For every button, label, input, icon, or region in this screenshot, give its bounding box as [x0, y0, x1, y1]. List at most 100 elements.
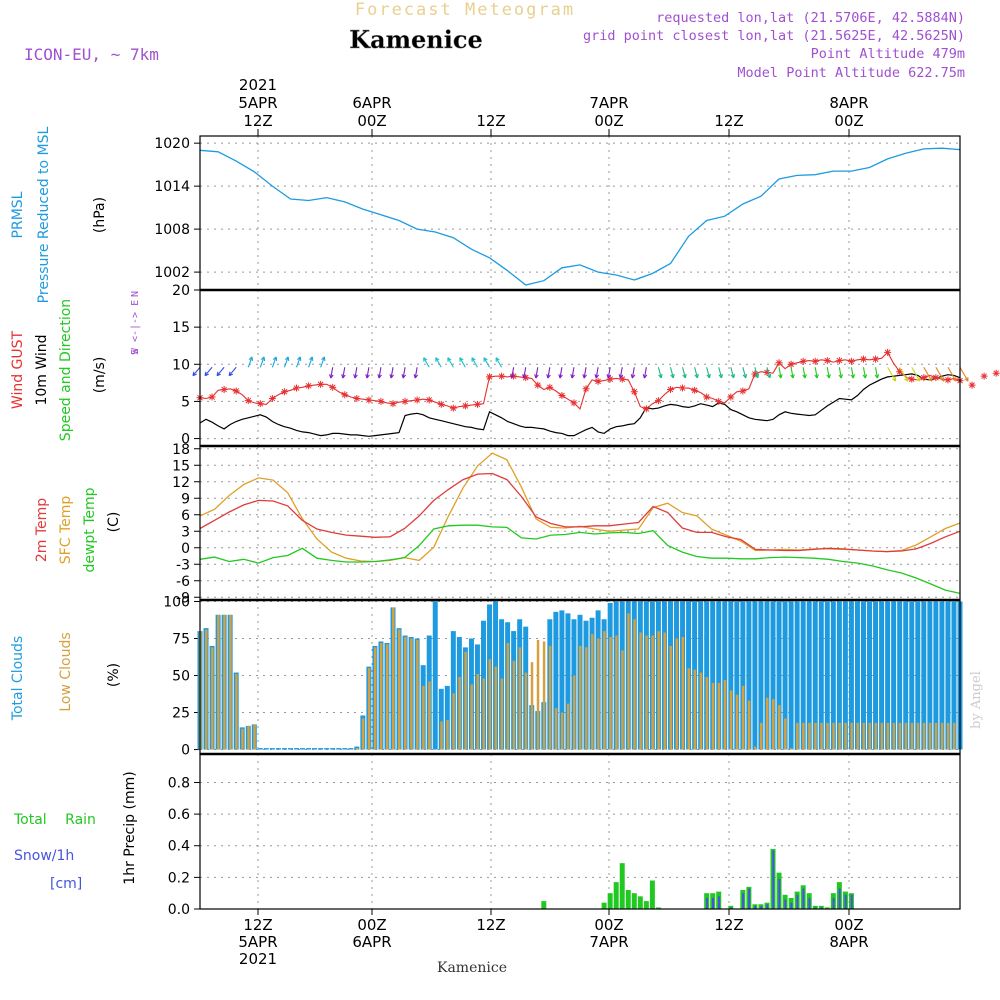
total-cloud-bar — [933, 601, 939, 750]
wind-arrow — [459, 357, 466, 368]
low-cloud-bar — [940, 722, 944, 750]
wind-arrow-head — [510, 374, 515, 379]
gust-marker — [582, 385, 590, 393]
low-cloud-bar — [524, 672, 528, 750]
low-cloud-bar — [844, 722, 847, 750]
snow-bar — [796, 894, 799, 909]
top-time-label: 00Z — [594, 112, 623, 130]
wind-arrow — [559, 367, 563, 379]
rain-bar — [619, 863, 625, 909]
low-cloud-bar — [862, 722, 865, 750]
gust-marker — [486, 373, 494, 381]
wind-arrow-head — [447, 357, 452, 362]
gust-marker — [968, 381, 976, 389]
gust-marker — [449, 404, 457, 412]
wind-arrow-head — [228, 371, 234, 377]
top-time-label: 5APR — [238, 94, 277, 112]
top-time-label: 12Z — [714, 112, 743, 130]
gust-marker — [896, 368, 904, 376]
wind-arrow-head — [874, 374, 880, 379]
total-cloud-bar — [728, 601, 734, 750]
rain-bar — [625, 890, 631, 909]
low-cloud-bar — [476, 674, 479, 750]
low-cloud-bar — [880, 722, 884, 750]
low-cloud-bar — [784, 718, 787, 750]
wind-arrow-head — [594, 374, 600, 379]
total-cloud-bar — [306, 748, 312, 750]
wind-arrow-head — [341, 374, 346, 379]
top-time-label: 12Z — [476, 112, 505, 130]
wind-label: 10m Wind — [34, 334, 50, 405]
bottom-time-label: 12Z — [243, 916, 272, 934]
wind-arrow-head — [952, 377, 957, 382]
low-cloud-bar — [223, 614, 226, 750]
wind-arrow — [259, 356, 265, 368]
total-cloud-bar — [776, 601, 782, 750]
snow-bar — [754, 905, 757, 909]
gust-marker — [799, 357, 807, 365]
temp-ytick-label: 15 — [172, 458, 190, 474]
low-cloud-bar — [591, 634, 594, 750]
sfc-label: SFC Temp — [58, 496, 74, 565]
low-cloud-bar — [778, 705, 781, 750]
gust-marker — [280, 388, 288, 396]
snow-bar — [802, 888, 805, 909]
low-cloud-bar — [874, 722, 878, 750]
total-cloud-bar — [318, 748, 324, 750]
total-cloud-bar — [257, 748, 263, 750]
wind-arrow-head — [377, 374, 382, 379]
clouds-ytick-label: 50 — [172, 669, 190, 685]
wind-arrow — [295, 356, 301, 368]
wind-arrow — [320, 356, 325, 368]
gust-marker — [763, 368, 771, 376]
total-cloud-bar — [758, 601, 764, 750]
wind-arrow-head — [642, 374, 648, 379]
bottom-time-label: 5APR — [238, 933, 277, 951]
low-cloud-bar — [729, 690, 733, 750]
wind-arrow-head — [802, 374, 807, 379]
gust-marker — [365, 396, 373, 404]
low-cloud-bar — [741, 685, 745, 750]
wind-arrow — [875, 367, 879, 379]
low-cloud-bar — [373, 647, 377, 750]
rain-bar — [541, 901, 547, 909]
wind-arrow-head — [766, 373, 772, 379]
bottom-time-label: 00Z — [594, 916, 623, 934]
snow-bar — [820, 907, 823, 909]
model-altitude: Model Point Altitude 622.75m — [737, 65, 965, 81]
low-cloud-bar — [585, 647, 588, 750]
low-cloud-bar — [500, 678, 504, 750]
low-cloud-bar — [759, 722, 763, 750]
total-cloud-bar — [269, 748, 275, 750]
snow-label: Snow/1h — [14, 848, 74, 864]
low-cloud-bar — [452, 693, 455, 750]
gust-marker — [232, 387, 240, 395]
top-time-label: 00Z — [834, 112, 863, 130]
total-cloud-bar — [860, 601, 866, 750]
temp-ytick-label: 12 — [172, 475, 190, 491]
low-cloud-bar — [765, 697, 769, 750]
top-time-label: 00Z — [357, 112, 386, 130]
low-cloud-bar — [385, 644, 389, 750]
low-cloud-bar — [693, 669, 697, 750]
low-cloud-bar — [253, 724, 256, 750]
wind-arrow-head — [192, 371, 197, 377]
total-cloud-bar — [450, 631, 456, 750]
wind-arrow-head — [459, 357, 464, 362]
rain-bar — [601, 902, 607, 909]
total-cloud-bar — [300, 748, 306, 750]
wind-arrow-head — [423, 357, 428, 362]
snow-bar — [730, 907, 733, 909]
snow-bar — [832, 897, 835, 909]
rain-bar — [631, 893, 637, 909]
low-cloud-bar — [651, 635, 654, 750]
low-cloud-bar — [536, 639, 540, 750]
low-cloud-bar — [735, 694, 739, 750]
top-time-label: 7APR — [589, 94, 628, 112]
gust-marker — [727, 393, 735, 401]
total-cloud-bar — [444, 685, 450, 750]
wind-arrow — [814, 367, 818, 379]
total-cloud-bar — [951, 601, 957, 750]
wind-arrow-head — [435, 357, 440, 362]
